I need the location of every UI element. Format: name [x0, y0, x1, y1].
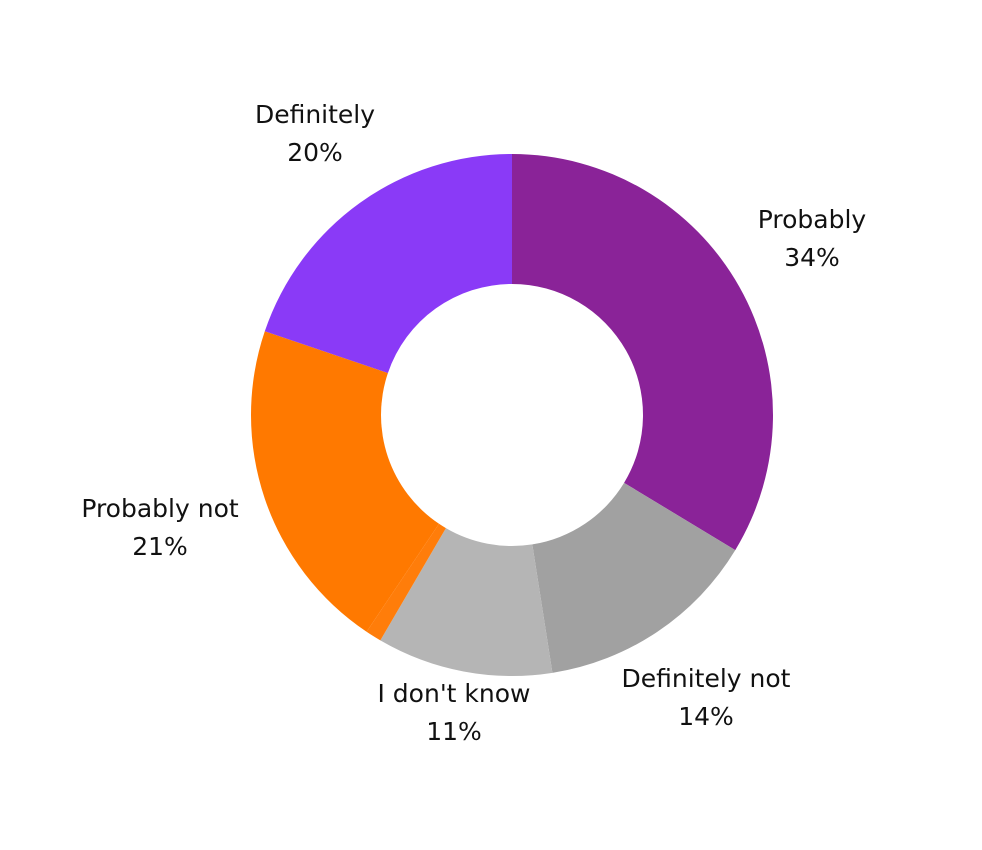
- slice-value-label: 20%: [287, 138, 343, 167]
- slice-unlabeled: [366, 523, 446, 641]
- slice-label: Probably: [758, 205, 867, 234]
- slice-probably-not: [251, 331, 440, 632]
- slice-probably: [512, 154, 773, 551]
- slice-definitely-not: [532, 482, 736, 673]
- slice-value-label: 34%: [784, 243, 840, 272]
- slice-value-label: 11%: [426, 717, 482, 746]
- slice-label: I don't know: [377, 679, 530, 708]
- slice-value-label: 21%: [132, 532, 188, 561]
- slice-label: Definitely: [255, 100, 375, 129]
- slice-i-don-t-know: [380, 528, 553, 676]
- slice-value-label: 14%: [678, 702, 734, 731]
- slice-definitely: [264, 154, 512, 373]
- slice-label: Probably not: [81, 494, 239, 523]
- slice-label: Definitely not: [622, 664, 791, 693]
